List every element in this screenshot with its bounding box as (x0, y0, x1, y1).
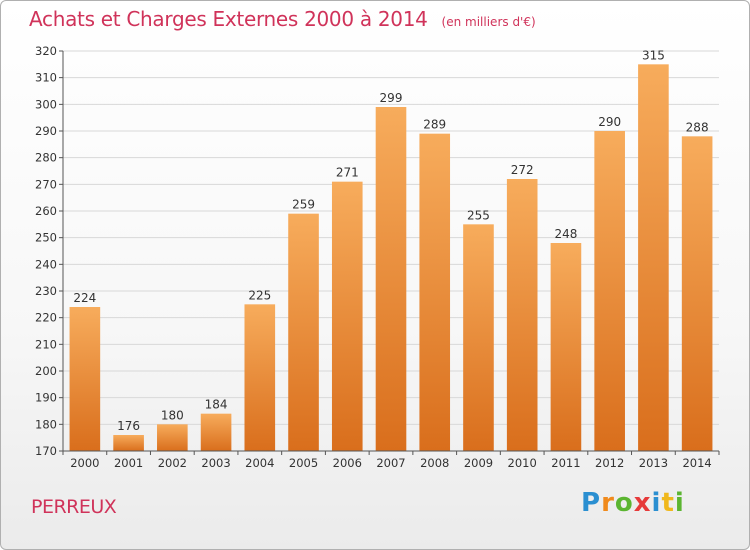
commune-name: PERREUX (31, 496, 117, 518)
data-label-2004: 225 (248, 288, 271, 302)
bars (69, 64, 713, 452)
x-tick-label: 2010 (508, 456, 537, 470)
data-label-2012: 290 (598, 115, 621, 129)
logo-letter: o (614, 488, 634, 518)
y-tick-label: 280 (35, 151, 57, 165)
y-tick-label: 230 (35, 284, 57, 298)
bar-2002 (157, 424, 188, 451)
bar-2014 (681, 136, 713, 452)
x-tick-label: 2012 (595, 456, 624, 470)
data-label-2006: 271 (336, 166, 359, 180)
x-tick-label: 2006 (333, 456, 362, 470)
x-tick-label: 2013 (639, 456, 668, 470)
data-labels: 224 176 180 184 225 259 271 299 289 255 272 248 290 3… (73, 48, 708, 433)
bar-2012 (594, 131, 625, 451)
axes: 170 180 190 200 210 220 230 240 250 260 270 280 290 3… (35, 44, 720, 470)
bar-2008 (419, 133, 451, 451)
data-label-2001: 176 (117, 419, 140, 433)
x-tick-label: 2007 (376, 456, 405, 470)
x-tick-label: 2014 (682, 456, 711, 470)
bar-2003 (200, 413, 232, 451)
logo-letter: i (674, 488, 685, 518)
bar-2000 (69, 307, 101, 451)
bar-2005 (288, 213, 319, 451)
logo-letter: x (633, 488, 652, 518)
y-tick-label: 270 (35, 177, 57, 191)
data-label-2008: 289 (423, 118, 446, 132)
y-tick-label: 290 (35, 124, 57, 138)
bar-2010 (506, 179, 538, 451)
y-tick-label: 300 (35, 97, 57, 111)
logo-letter: r (601, 488, 615, 518)
y-tick-label: 210 (35, 337, 57, 351)
y-tick-label: 220 (35, 311, 57, 325)
title-row: Achats et Charges Externes 2000 à 2014 (… (29, 7, 536, 31)
x-tick-label: 2004 (245, 456, 274, 470)
x-tick-label: 2008 (420, 456, 449, 470)
proxiti-logo: Proxiti (581, 488, 685, 518)
x-tick-label: 2005 (289, 456, 318, 470)
y-tick-label: 180 (35, 417, 57, 431)
bar-2006 (331, 181, 363, 451)
data-label-2000: 224 (73, 291, 96, 305)
data-label-2005: 259 (292, 198, 315, 212)
data-label-2011: 248 (554, 227, 577, 241)
x-tick-label: 2002 (158, 456, 187, 470)
y-tick-label: 260 (35, 204, 57, 218)
bar-2001 (113, 435, 144, 451)
data-label-2003: 184 (205, 398, 228, 412)
data-label-2010: 272 (511, 163, 534, 177)
x-tick-label: 2000 (70, 456, 99, 470)
data-label-2002: 180 (161, 408, 184, 422)
data-label-2007: 299 (380, 91, 403, 105)
y-tick-label: 170 (35, 444, 57, 458)
bar-2011 (550, 243, 582, 451)
x-tick-label: 2003 (201, 456, 230, 470)
bar-2004 (244, 304, 276, 451)
y-tick-label: 250 (35, 231, 57, 245)
logo-letter: i (651, 488, 662, 518)
bar-2009 (463, 224, 494, 451)
x-tick-label: 2009 (464, 456, 493, 470)
x-tick-label: 2001 (114, 456, 143, 470)
y-tick-label: 310 (35, 71, 57, 85)
y-tick-label: 200 (35, 364, 57, 378)
chart-subtitle: (en milliers d'€) (441, 15, 536, 29)
bar-2013 (638, 64, 669, 452)
y-tick-label: 240 (35, 257, 57, 271)
data-label-2013: 315 (642, 48, 665, 62)
logo-letter: P (581, 488, 602, 518)
data-label-2014: 288 (686, 120, 709, 134)
y-tick-label: 190 (35, 391, 57, 405)
chart-title: Achats et Charges Externes 2000 à 2014 (29, 7, 428, 31)
data-label-2009: 255 (467, 208, 490, 222)
logo-letter: t (661, 488, 675, 518)
x-tick-label: 2011 (551, 456, 580, 470)
y-tick-label: 320 (35, 44, 57, 58)
bar-2007 (375, 107, 407, 451)
